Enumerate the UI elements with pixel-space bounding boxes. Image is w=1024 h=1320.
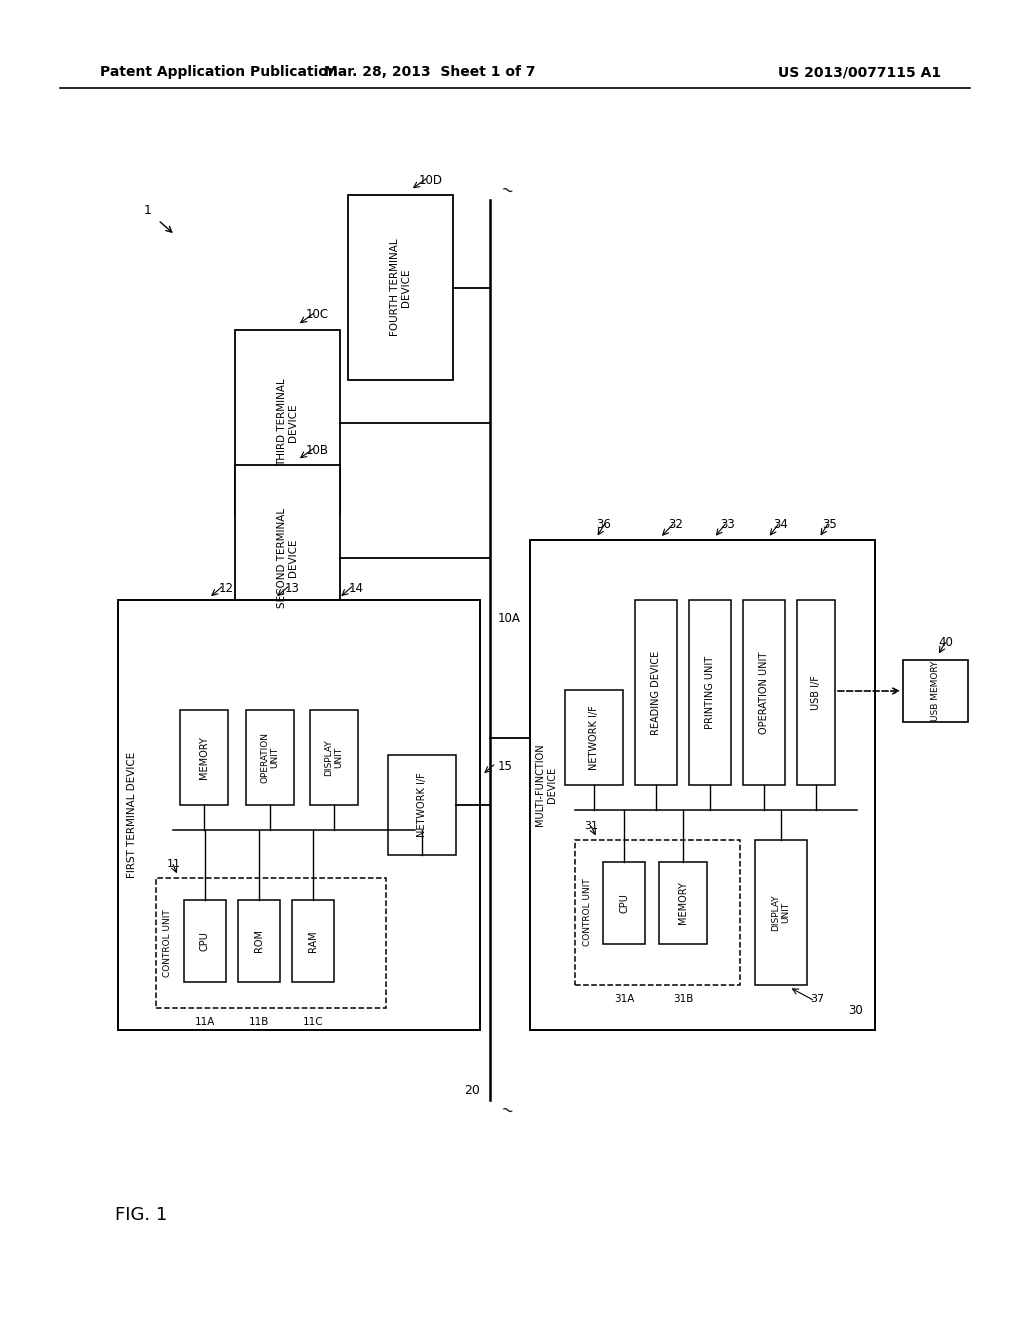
Text: 10C: 10C	[306, 309, 329, 322]
Text: 12: 12	[218, 582, 233, 594]
Text: 36: 36	[597, 519, 611, 532]
Text: 14: 14	[348, 582, 364, 594]
Text: THIRD TERMINAL
DEVICE: THIRD TERMINAL DEVICE	[276, 379, 298, 466]
Bar	[234, 465, 340, 649]
Text: RAM: RAM	[308, 931, 318, 952]
Bar	[246, 710, 294, 805]
Text: 10A: 10A	[498, 611, 521, 624]
Text: 30: 30	[848, 1003, 863, 1016]
Bar	[575, 840, 740, 985]
Text: Patent Application Publication: Patent Application Publication	[100, 65, 338, 79]
Text: CPU: CPU	[618, 894, 629, 913]
Text: MEMORY: MEMORY	[199, 737, 209, 779]
Text: 13: 13	[285, 582, 299, 594]
Text: SECOND TERMINAL
DEVICE: SECOND TERMINAL DEVICE	[276, 507, 298, 607]
Text: 11B: 11B	[249, 1016, 269, 1027]
Bar	[156, 878, 386, 1008]
Bar	[310, 710, 358, 805]
Text: FOURTH TERMINAL
DEVICE: FOURTH TERMINAL DEVICE	[390, 239, 412, 337]
Text: 11: 11	[167, 859, 181, 869]
Bar	[659, 862, 707, 944]
Text: 32: 32	[669, 519, 683, 532]
Bar	[565, 690, 623, 785]
Text: 37: 37	[810, 994, 824, 1005]
Bar	[530, 540, 874, 1030]
Bar	[743, 601, 785, 785]
Text: CPU: CPU	[200, 931, 210, 950]
Text: USB MEMORY: USB MEMORY	[931, 661, 940, 721]
Text: CONTROL UNIT: CONTROL UNIT	[163, 909, 171, 977]
Text: 10B: 10B	[306, 444, 329, 457]
Bar	[184, 900, 226, 982]
Text: ~: ~	[498, 181, 515, 199]
Text: 1: 1	[144, 203, 152, 216]
Text: US 2013/0077115 A1: US 2013/0077115 A1	[778, 65, 941, 79]
Bar	[635, 601, 677, 785]
Text: 10D: 10D	[419, 173, 442, 186]
Text: READING DEVICE: READING DEVICE	[651, 651, 662, 735]
Text: ~: ~	[498, 1101, 515, 1119]
Text: OPERATION UNIT: OPERATION UNIT	[759, 651, 769, 734]
Text: 15: 15	[498, 760, 513, 774]
Text: OPERATION
UNIT: OPERATION UNIT	[260, 733, 280, 783]
Text: MULTI-FUNCTION
DEVICE: MULTI-FUNCTION DEVICE	[536, 743, 557, 826]
Bar	[238, 900, 280, 982]
Bar	[797, 601, 835, 785]
Text: 35: 35	[822, 519, 838, 532]
Bar	[118, 601, 480, 1030]
Text: MEMORY: MEMORY	[678, 882, 688, 924]
Text: 40: 40	[938, 635, 953, 648]
Text: 11C: 11C	[303, 1016, 324, 1027]
Text: 34: 34	[773, 519, 788, 532]
Bar	[234, 330, 340, 515]
Bar	[388, 755, 456, 855]
Text: NETWORK I/F: NETWORK I/F	[417, 772, 427, 837]
Text: ROM: ROM	[254, 929, 264, 953]
Bar	[348, 195, 453, 380]
Bar	[689, 601, 731, 785]
Text: NETWORK I/F: NETWORK I/F	[589, 705, 599, 770]
Text: USB I/F: USB I/F	[811, 675, 821, 710]
Bar	[603, 862, 645, 944]
Bar	[755, 840, 807, 985]
Text: 20: 20	[464, 1084, 480, 1097]
Text: FIG. 1: FIG. 1	[115, 1206, 167, 1224]
Text: DISPLAY
UNIT: DISPLAY UNIT	[325, 739, 344, 776]
Text: 31B: 31B	[673, 994, 693, 1005]
Text: 11A: 11A	[195, 1016, 215, 1027]
Bar	[903, 660, 968, 722]
Bar	[292, 900, 334, 982]
Text: 33: 33	[721, 519, 735, 532]
Text: 31: 31	[584, 821, 598, 832]
Text: CONTROL UNIT: CONTROL UNIT	[583, 879, 592, 946]
Text: Mar. 28, 2013  Sheet 1 of 7: Mar. 28, 2013 Sheet 1 of 7	[325, 65, 536, 79]
Text: FIRST TERMINAL DEVICE: FIRST TERMINAL DEVICE	[127, 752, 137, 878]
Text: PRINTING UNIT: PRINTING UNIT	[705, 656, 715, 729]
Bar	[180, 710, 228, 805]
Text: DISPLAY
UNIT: DISPLAY UNIT	[771, 894, 791, 931]
Text: 31A: 31A	[613, 994, 634, 1005]
